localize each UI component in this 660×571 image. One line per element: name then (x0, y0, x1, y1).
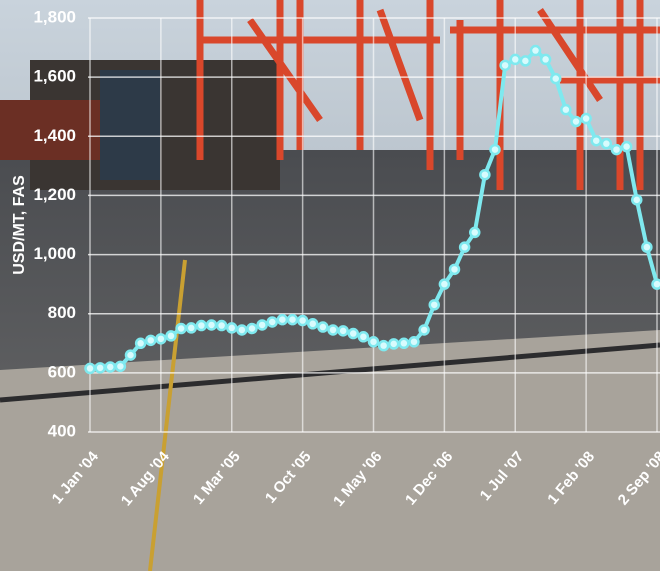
point (580, 112, 592, 125)
point (499, 59, 511, 72)
point (438, 278, 451, 290)
point (357, 331, 370, 343)
point (185, 322, 197, 334)
point (418, 324, 430, 336)
y-tick-label: 800 (48, 303, 76, 322)
y-tick-label: 1,000 (33, 244, 76, 263)
point (114, 360, 127, 373)
point (539, 53, 552, 66)
point (327, 324, 339, 336)
point (620, 140, 633, 153)
point (509, 53, 521, 66)
point (550, 72, 562, 85)
point (367, 336, 380, 348)
point (124, 349, 137, 361)
point (205, 319, 218, 331)
point (104, 361, 116, 373)
y-tick-label: 1,200 (33, 185, 76, 204)
point (307, 318, 319, 330)
point (570, 115, 582, 128)
point (590, 134, 602, 147)
point (651, 278, 660, 290)
point (84, 362, 96, 375)
point (479, 168, 491, 181)
point (94, 362, 106, 374)
point (610, 143, 623, 156)
point (175, 322, 187, 335)
point (236, 324, 248, 336)
point (428, 299, 440, 311)
point (388, 338, 400, 350)
point (469, 226, 481, 239)
point (398, 337, 410, 350)
y-tick-label: 1,400 (33, 126, 76, 145)
point (145, 334, 157, 347)
point (165, 330, 177, 342)
point (448, 263, 461, 276)
point (155, 333, 167, 345)
point (256, 319, 268, 331)
point (215, 319, 228, 332)
point (266, 316, 278, 328)
point (347, 327, 359, 340)
point (296, 314, 309, 327)
point (641, 241, 653, 253)
point (195, 319, 208, 332)
y-tick-label: 1,800 (33, 7, 76, 26)
point (458, 241, 471, 253)
point (529, 44, 542, 57)
point (600, 137, 613, 150)
point (337, 325, 349, 337)
point (226, 322, 238, 334)
y-tick-label: 400 (48, 421, 76, 440)
point (408, 336, 420, 348)
point (286, 313, 299, 326)
point (276, 313, 289, 326)
point (489, 143, 501, 156)
y-axis-title: USD/MT, FAS (11, 175, 28, 275)
y-tick-label: 1,600 (33, 67, 76, 86)
point (631, 194, 643, 206)
point (134, 337, 147, 350)
point (519, 55, 532, 67)
point (246, 322, 258, 335)
point (317, 321, 329, 333)
point (560, 103, 572, 116)
point (377, 339, 390, 352)
y-tick-label: 600 (48, 362, 76, 381)
